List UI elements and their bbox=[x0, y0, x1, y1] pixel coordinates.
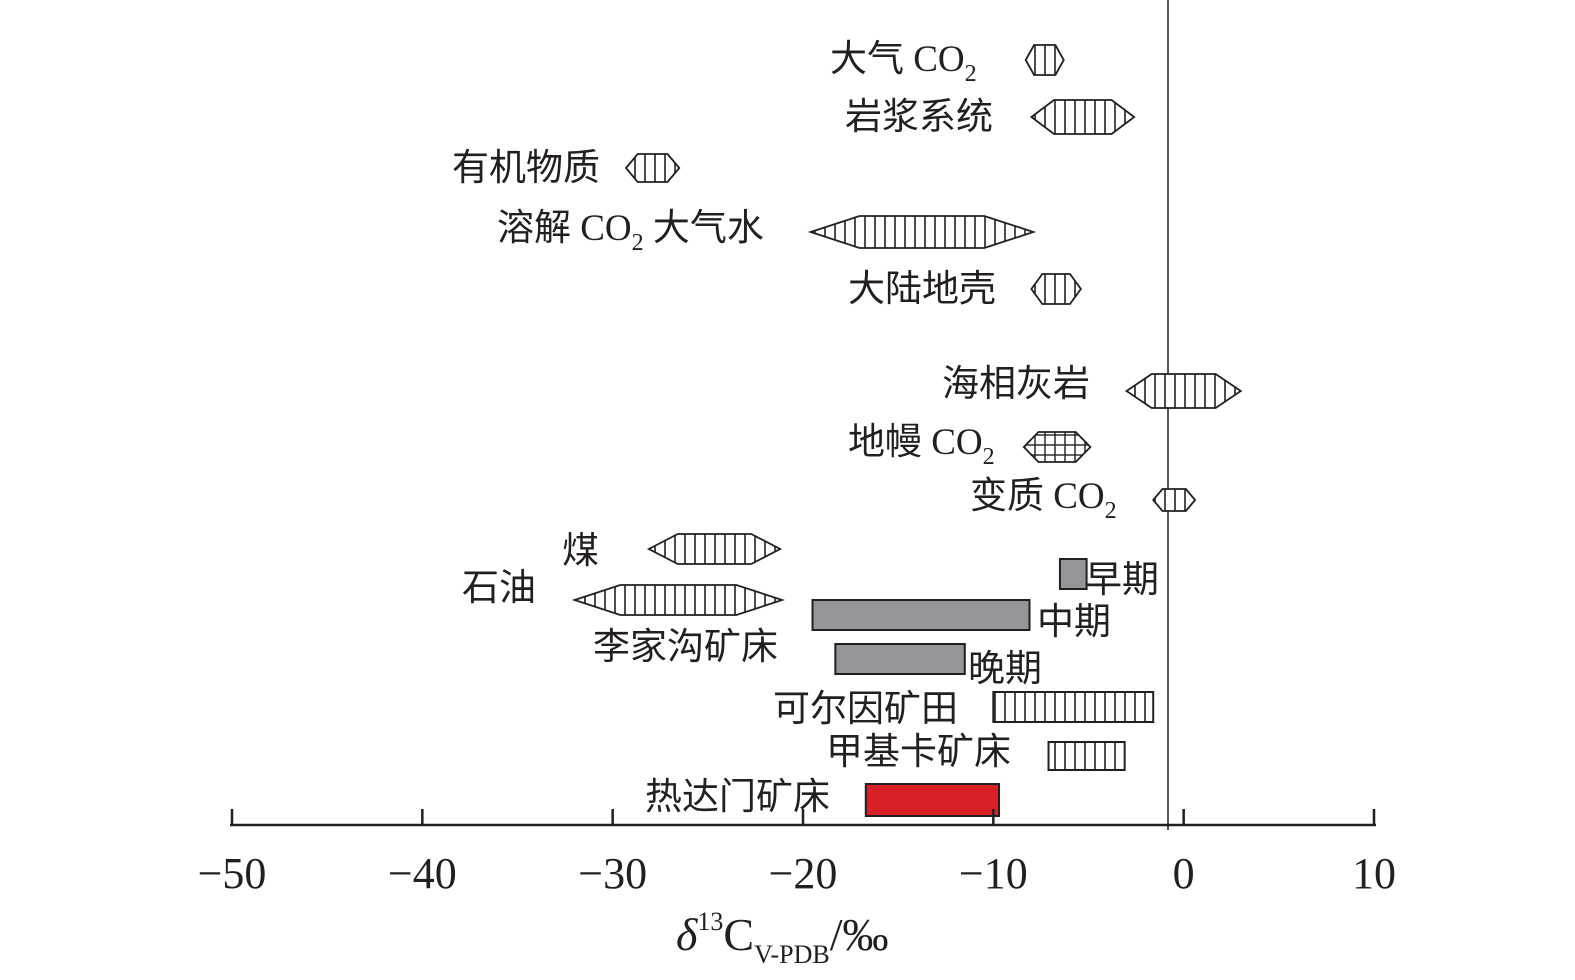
deposit-range-bar bbox=[811, 599, 1031, 631]
reservoir-range-mark bbox=[1152, 488, 1197, 512]
x-tick-labels: −50 −40 −30 −20 −10 0 10 bbox=[198, 849, 1396, 898]
reservoir-label: 有机物质 bbox=[452, 148, 600, 189]
reservoir-label: 岩浆系统 bbox=[845, 96, 993, 138]
reservoir-range-mark bbox=[624, 153, 681, 183]
reservoir-range-mark bbox=[1024, 44, 1065, 76]
reservoir-label: 溶解 CO2 大气水 bbox=[497, 207, 764, 256]
reservoir-label: 煤 bbox=[562, 531, 599, 572]
reservoir-label: 变质 CO2 bbox=[970, 475, 1117, 524]
deposit-range-bar bbox=[834, 643, 966, 675]
deposit-label: 晚期 bbox=[968, 649, 1042, 690]
reservoir-label: 地幔 CO2 bbox=[848, 422, 995, 470]
deposit-range-bar bbox=[864, 783, 1001, 817]
deposit-range-bar bbox=[1047, 741, 1126, 771]
deposit-label: 可尔因矿田 bbox=[773, 688, 958, 730]
deposit-label: 热达门矿床 bbox=[645, 776, 830, 818]
deposit-range-bar bbox=[992, 691, 1155, 723]
x-tick-label: −50 bbox=[198, 849, 267, 898]
deposit-label: 李家沟矿床 bbox=[593, 626, 778, 668]
x-tick-label: −40 bbox=[388, 849, 457, 898]
reservoir-range-mark bbox=[1124, 373, 1243, 409]
reservoir-label: 海相灰岩 bbox=[942, 363, 1090, 405]
reservoir-label: 大气 CO2 bbox=[830, 38, 977, 87]
reservoir-range-mark bbox=[1030, 273, 1083, 305]
x-tick-marks bbox=[230, 809, 1376, 825]
x-axis-label: δ13CV-PDB/‰ bbox=[676, 907, 889, 969]
deposit-range-bar bbox=[1058, 558, 1088, 590]
x-axis: −50 −40 −30 −20 −10 0 10 bbox=[198, 809, 1396, 898]
x-tick-label: 0 bbox=[1173, 849, 1195, 898]
x-tick-label: −20 bbox=[769, 849, 838, 898]
reservoir-range-mark bbox=[646, 533, 783, 565]
deposit-label: 早期 bbox=[1085, 560, 1159, 601]
deposit-label: 甲基卡矿床 bbox=[826, 731, 1011, 773]
reservoir-range-mark bbox=[1022, 431, 1092, 463]
x-tick-label: −10 bbox=[959, 849, 1028, 898]
reservoir-range-mark bbox=[1029, 99, 1136, 135]
x-tick-label: 10 bbox=[1352, 849, 1396, 898]
reservoir-label: 石油 bbox=[462, 568, 536, 609]
reservoir-range-mark bbox=[571, 584, 785, 616]
reservoir-range-mark bbox=[807, 215, 1037, 249]
deposit-label: 中期 bbox=[1037, 602, 1111, 643]
reservoir-label: 大陆地壳 bbox=[848, 269, 996, 310]
x-tick-label: −30 bbox=[578, 849, 647, 898]
